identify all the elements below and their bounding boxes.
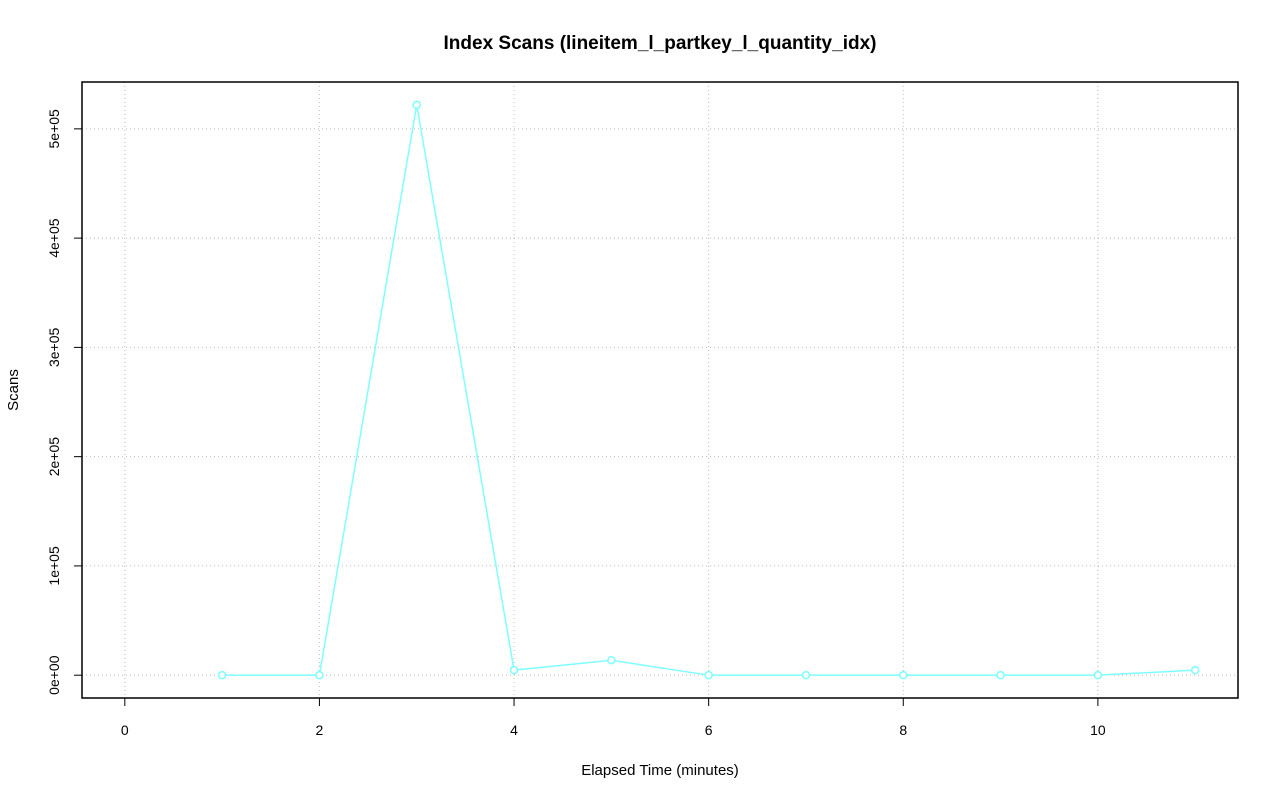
y-tick-label: 0e+00 [46, 655, 62, 695]
data-point [509, 665, 519, 675]
y-tick-label: 2e+05 [46, 437, 62, 477]
x-axis-label: Elapsed Time (minutes) [581, 762, 739, 779]
plot-frame [81, 81, 1239, 699]
data-point [607, 655, 616, 665]
x-tick-label: 4 [510, 722, 518, 738]
data-point [899, 670, 908, 680]
data-point [1190, 665, 1200, 675]
x-tick-label: 0 [121, 722, 129, 738]
data-point [704, 670, 713, 680]
x-tick-label: 6 [705, 722, 713, 738]
chart-title: Index Scans (lineitem_l_partkey_l_quanti… [444, 33, 877, 54]
data-point [801, 670, 811, 680]
data-point [996, 670, 1005, 680]
y-tick-label: 5e+05 [46, 109, 62, 149]
y-tick-label: 1e+05 [46, 546, 62, 586]
data-point [315, 670, 324, 680]
y-axis-label: Scans [5, 369, 22, 411]
x-tick-label: 10 [1090, 722, 1106, 738]
data-point [217, 670, 227, 680]
data-point [1093, 670, 1103, 680]
y-tick-label: 4e+05 [46, 218, 62, 258]
y-tick-label: 3e+05 [46, 328, 62, 368]
data-point [412, 100, 421, 110]
x-tick-label: 8 [899, 722, 907, 738]
x-tick-label: 2 [316, 722, 324, 738]
